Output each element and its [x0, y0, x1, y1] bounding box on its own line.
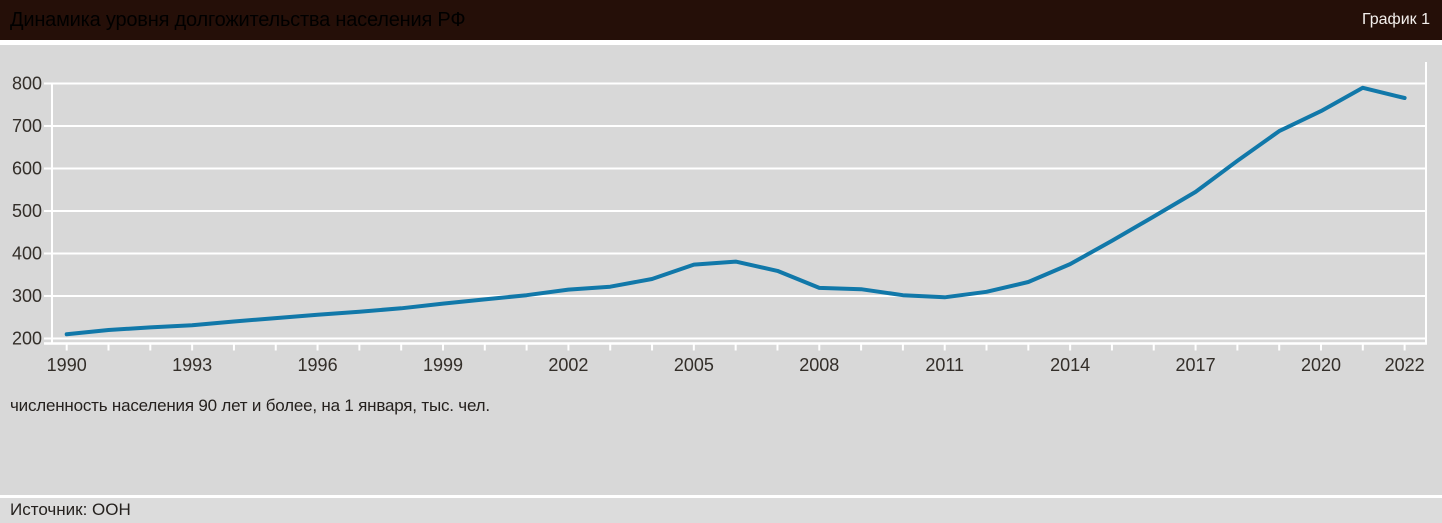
x-tick-label: 2008	[799, 355, 839, 375]
y-tick-label: 700	[12, 116, 42, 136]
chart-title: Динамика уровня долгожительства населени…	[10, 9, 466, 31]
y-tick-label: 800	[12, 74, 42, 94]
y-tick-label: 600	[12, 159, 42, 179]
y-tick-label: 500	[12, 201, 42, 221]
header-bar: Динамика уровня долгожительства населени…	[0, 0, 1442, 40]
line-chart-canvas: 200 300 400 500 600 700 800 1990 1993 1996 1999 200…	[12, 62, 1427, 375]
x-tick-label: 2005	[674, 355, 714, 375]
x-tick-label: 2011	[925, 355, 964, 375]
x-tick-label: 2020	[1301, 355, 1341, 375]
plot-background	[0, 45, 1442, 495]
figure-number-badge: График 1	[1361, 11, 1430, 28]
x-tick-label: 1996	[298, 355, 338, 375]
x-tick-label: 1993	[172, 355, 212, 375]
x-tick-label: 2014	[1050, 355, 1090, 375]
x-tick-label: 2002	[548, 355, 588, 375]
x-tick-label: 2017	[1176, 355, 1216, 375]
footer-bar: Источник: ООН	[0, 495, 1442, 523]
y-tick-label: 200	[12, 329, 42, 349]
y-tick-label: 400	[12, 244, 42, 264]
y-tick-label: 300	[12, 286, 42, 306]
x-tick-label: 1999	[423, 355, 463, 375]
data-line	[64, 85, 1407, 337]
source-label: Источник: ООН	[10, 500, 131, 519]
x-tick-label: 2022	[1385, 355, 1425, 375]
axis-units-caption: численность населения 90 лет и более, на…	[10, 396, 490, 415]
x-tick-label: 1990	[47, 355, 87, 375]
